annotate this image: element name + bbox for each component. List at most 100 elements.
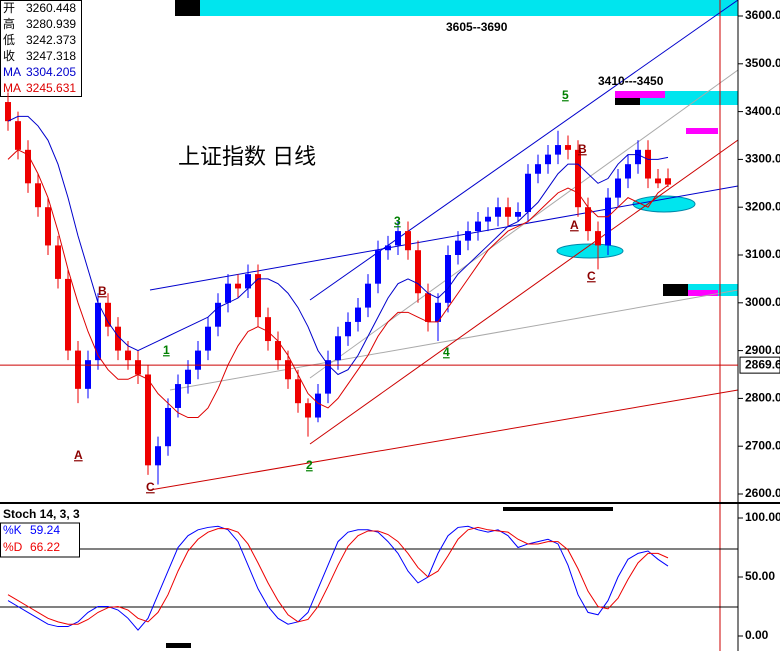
candle-body bbox=[45, 207, 51, 246]
candle-body bbox=[595, 231, 601, 246]
y-tick-label: 50.00 bbox=[745, 569, 775, 583]
candle-body bbox=[145, 374, 151, 466]
candle-body bbox=[625, 164, 631, 179]
marker-bar bbox=[166, 643, 191, 648]
candle-body bbox=[165, 407, 171, 447]
target-zone bbox=[663, 284, 688, 296]
y-tick-label: 3500.00 bbox=[745, 56, 780, 70]
info-frame bbox=[0, 0, 82, 97]
candle-body bbox=[425, 293, 431, 322]
annotation: 3 bbox=[394, 214, 401, 228]
chart-title: 上证指数 日线 bbox=[178, 144, 316, 169]
candle-body bbox=[615, 178, 621, 198]
y-tick-label: 3000.00 bbox=[745, 295, 780, 309]
candle-body bbox=[125, 350, 131, 361]
candle-body bbox=[135, 360, 141, 375]
legend-label: %D bbox=[3, 540, 23, 554]
candle-body bbox=[535, 164, 541, 174]
candle-body bbox=[275, 341, 281, 361]
candle-body bbox=[635, 149, 641, 165]
candle-body bbox=[395, 231, 401, 246]
candle-body bbox=[455, 240, 461, 255]
candle-body bbox=[305, 403, 311, 418]
target-zone bbox=[615, 91, 665, 98]
info-box: 开 3260.448 高 3280.939 低 3242.373 收 3247.318 MA 33… bbox=[0, 0, 82, 97]
candle-body bbox=[555, 145, 561, 155]
candle-body bbox=[315, 393, 321, 418]
candle-body bbox=[365, 283, 371, 308]
candle-body bbox=[605, 197, 611, 246]
candle-body bbox=[115, 326, 121, 351]
trend-line bbox=[309, 0, 739, 301]
candle-body bbox=[385, 245, 391, 251]
candle-body bbox=[435, 302, 441, 322]
candle-body bbox=[215, 302, 221, 327]
y-tick-label: 2900.00 bbox=[745, 343, 780, 357]
y-tick-label: 3400.00 bbox=[745, 104, 780, 118]
candle-body bbox=[235, 283, 241, 289]
candle-body bbox=[565, 145, 571, 150]
y-tick-label: 0.00 bbox=[745, 628, 769, 642]
y-tick-label: 3300.00 bbox=[745, 152, 780, 166]
stoch-info: Stoch 14, 3, 3 %K 59.24 %D 66.22 bbox=[0, 507, 80, 558]
candle-body bbox=[185, 369, 191, 385]
y-tick-label: 3600.00 bbox=[745, 8, 780, 22]
target-zone bbox=[688, 290, 718, 296]
marker-bar bbox=[175, 0, 200, 16]
annotation: 2 bbox=[306, 458, 313, 472]
candle-body bbox=[475, 221, 481, 232]
candle-body bbox=[525, 173, 531, 212]
candle-body bbox=[415, 250, 421, 294]
annotation: 3605--3690 bbox=[446, 20, 508, 34]
y-tick-label: 2600.00 bbox=[745, 486, 780, 500]
candle-body bbox=[225, 283, 231, 303]
y-tick-label: 2700.00 bbox=[745, 438, 780, 452]
legend-value: 3304.205 bbox=[26, 65, 76, 79]
candle-body bbox=[485, 216, 491, 222]
candle-body bbox=[655, 178, 661, 184]
candle-body bbox=[5, 102, 11, 122]
trend-line bbox=[149, 389, 739, 491]
candle-body bbox=[15, 121, 21, 150]
stoch-title: Stoch 14, 3, 3 bbox=[3, 507, 80, 521]
candle-body bbox=[445, 255, 451, 303]
legend-label: MA bbox=[3, 65, 21, 79]
info-value: 3247.318 bbox=[26, 49, 76, 63]
support-ellipse bbox=[556, 243, 624, 259]
candle-body bbox=[195, 350, 201, 370]
trend-line bbox=[309, 139, 739, 445]
candle-body bbox=[175, 384, 181, 408]
crosshair-box bbox=[739, 356, 780, 374]
target-zone bbox=[615, 98, 640, 105]
legend-label: %K bbox=[3, 523, 22, 537]
annotation: C bbox=[587, 269, 596, 283]
candle-body bbox=[85, 360, 91, 389]
info-value: 3242.373 bbox=[26, 33, 76, 47]
legend-value: 66.22 bbox=[30, 540, 60, 554]
annotation: 4 bbox=[443, 345, 450, 359]
annotation: C bbox=[146, 480, 155, 494]
info-label: 开 bbox=[3, 1, 15, 15]
info-label: 低 bbox=[3, 33, 15, 47]
candle-body bbox=[265, 317, 271, 342]
candle-body bbox=[585, 207, 591, 232]
annotation: 5 bbox=[562, 88, 569, 102]
trend-line bbox=[169, 289, 739, 391]
legend-value: 3245.631 bbox=[26, 81, 76, 95]
candle-body bbox=[335, 336, 341, 361]
candle-body bbox=[95, 302, 101, 361]
annotation: B bbox=[578, 142, 587, 156]
y-tick-label: 3100.00 bbox=[745, 247, 780, 261]
candle-body bbox=[505, 207, 511, 217]
candle-body bbox=[105, 302, 111, 327]
candle-body bbox=[515, 211, 521, 217]
y-tick-label: 100.00 bbox=[745, 510, 780, 524]
y-tick-label: 3200.00 bbox=[745, 199, 780, 213]
candle-body bbox=[345, 321, 351, 337]
info-label: 高 bbox=[3, 16, 15, 31]
legend-label: MA bbox=[3, 81, 21, 95]
candle-body bbox=[255, 274, 261, 318]
stoch-line bbox=[7, 526, 669, 625]
